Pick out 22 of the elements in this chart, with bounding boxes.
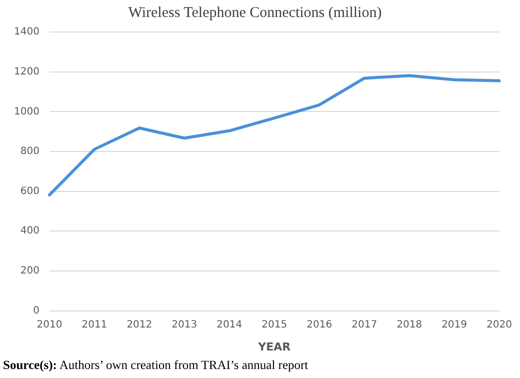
y-tick-label: 200	[20, 266, 40, 277]
x-tick-label: 2011	[82, 319, 108, 330]
x-tick-label: 2015	[262, 319, 288, 330]
x-tick-label: 2010	[36, 319, 62, 330]
x-tick-label: 2018	[396, 319, 422, 330]
x-tick-label: 2016	[306, 319, 332, 330]
y-tick-label: 1000	[14, 106, 40, 118]
y-tick-label: 800	[20, 146, 40, 158]
x-tick-label: 2017	[352, 319, 378, 330]
x-axis-title: YEAR	[257, 340, 292, 354]
x-tick-label: 2014	[216, 319, 242, 330]
y-tick-label: 400	[20, 226, 40, 237]
source-note: Source(s): Authors’ own creation from TRAI’s annual report	[3, 358, 310, 373]
y-tick-label: 1200	[14, 66, 40, 78]
y-tick-label: 600	[20, 186, 40, 197]
y-tick-label: 1400	[14, 26, 40, 38]
chart-title: Wireless Telephone Connections (million)	[128, 4, 382, 21]
x-tick-label: 2020	[486, 319, 512, 330]
y-tick-label: 0	[33, 305, 40, 316]
x-tick-label: 2019	[442, 319, 468, 330]
x-tick-label: 2013	[172, 319, 198, 330]
x-tick-label: 2012	[126, 319, 152, 330]
